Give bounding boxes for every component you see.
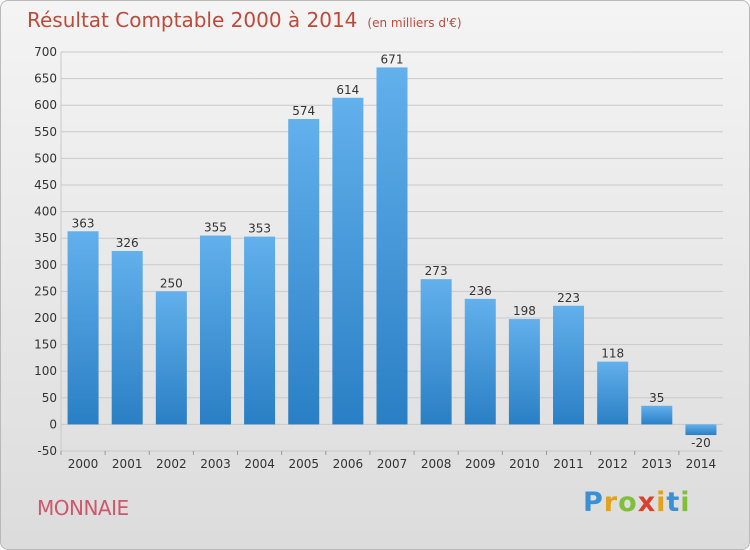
y-tick-label: 650 <box>34 72 57 86</box>
y-tick-label: 150 <box>34 338 57 352</box>
x-tick-label: 2008 <box>421 457 452 471</box>
bar-2002 <box>155 291 187 425</box>
y-tick-label: 400 <box>34 205 57 219</box>
x-tick-label: 2009 <box>465 457 496 471</box>
bar-2013 <box>641 405 673 425</box>
y-tick-label: 700 <box>34 45 57 59</box>
bar-2009 <box>464 298 496 425</box>
bar-2001 <box>111 250 143 425</box>
proxiti-logo: Proxiti <box>583 487 691 518</box>
value-label-2001: 326 <box>116 236 139 250</box>
bar-2006 <box>332 97 364 425</box>
y-tick-label: 0 <box>49 417 57 431</box>
chart-title-text: Résultat Comptable 2000 à 2014 <box>27 8 358 32</box>
value-label-2008: 273 <box>425 264 448 278</box>
y-tick-label: 350 <box>34 231 57 245</box>
chart-unit: (en milliers d'€) <box>367 16 462 30</box>
x-tick-label: 2003 <box>200 457 231 471</box>
logo-letter: i <box>656 487 667 518</box>
x-tick-label: 2005 <box>288 457 319 471</box>
x-tick-label: 2011 <box>553 457 584 471</box>
logo-letter: x <box>637 487 657 518</box>
value-label-2007: 671 <box>381 52 404 66</box>
bar-2000 <box>67 231 99 425</box>
bar-2014 <box>685 424 717 436</box>
x-tick-label: 2014 <box>686 457 717 471</box>
bar-layer <box>67 67 717 436</box>
x-tick-label: 2001 <box>112 457 143 471</box>
bar-2012 <box>597 361 629 425</box>
bar-2008 <box>420 279 452 425</box>
bar-2010 <box>508 319 540 425</box>
x-tick-label: 2002 <box>156 457 187 471</box>
value-label-2003: 355 <box>204 221 227 235</box>
x-tick-label: 2004 <box>244 457 275 471</box>
y-tick-label: 600 <box>34 98 57 112</box>
x-tick-label: 2013 <box>642 457 673 471</box>
value-label-2004: 353 <box>248 222 271 236</box>
value-label-2002: 250 <box>160 276 183 290</box>
y-tick-label: 250 <box>34 284 57 298</box>
value-label-2014: -20 <box>691 436 711 450</box>
logo-letter: P <box>583 487 604 518</box>
value-label-2006: 614 <box>336 83 359 97</box>
value-label-2009: 236 <box>469 284 492 298</box>
bar-2007 <box>376 67 408 425</box>
value-label-2011: 223 <box>557 291 580 305</box>
bar-2003 <box>199 235 231 425</box>
y-tick-label: 550 <box>34 125 57 139</box>
value-label-2000: 363 <box>72 216 95 230</box>
x-tick-label: 2006 <box>333 457 364 471</box>
value-label-2012: 118 <box>601 347 624 361</box>
y-tick-label: 450 <box>34 178 57 192</box>
y-tick-label: -50 <box>37 444 57 458</box>
y-tick-label: 500 <box>34 151 57 165</box>
x-tick-label: 2007 <box>377 457 408 471</box>
y-tick-label: 100 <box>34 364 57 378</box>
x-tick-label: 2012 <box>597 457 628 471</box>
value-label-2013: 35 <box>649 391 664 405</box>
logo-letter: t <box>666 487 681 518</box>
x-tick-label: 2010 <box>509 457 540 471</box>
x-tick-label: 2000 <box>68 457 99 471</box>
value-label-2005: 574 <box>292 104 315 118</box>
value-label-2010: 198 <box>513 304 536 318</box>
label-layer: -50 0 50 100 150 200 250 300 350 400 450 500 550 600 6… <box>34 45 716 471</box>
logo-letter: o <box>618 487 638 518</box>
y-tick-label: 300 <box>34 258 57 272</box>
chart-title: Résultat Comptable 2000 à 2014 (en millie… <box>27 8 462 32</box>
bar-2011 <box>553 305 585 425</box>
bar-2005 <box>288 119 320 425</box>
logo-letter: r <box>603 487 619 518</box>
y-tick-label: 50 <box>42 391 57 405</box>
y-tick-label: 200 <box>34 311 57 325</box>
logo-letter: i <box>680 487 691 518</box>
location-name: MONNAIE <box>37 496 129 520</box>
bar-2004 <box>244 236 276 425</box>
